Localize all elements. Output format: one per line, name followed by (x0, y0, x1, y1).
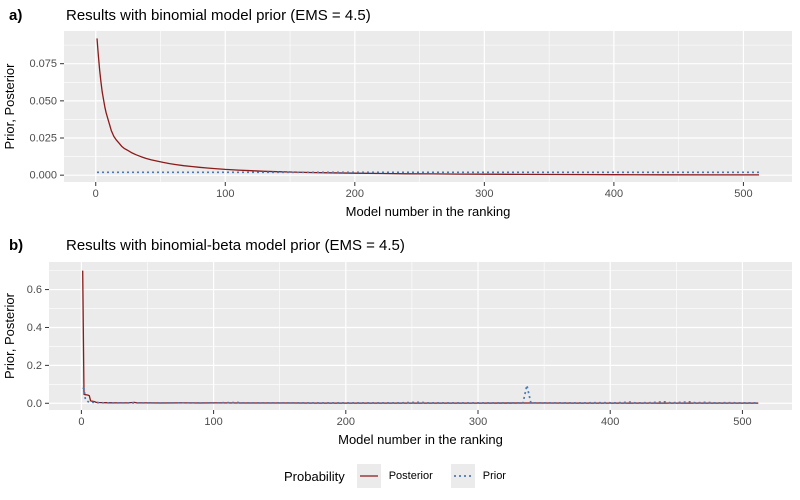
legend-title: Probability (284, 468, 345, 484)
y-tick-label: 0.000 (29, 170, 57, 182)
legend-key-posterior (356, 464, 381, 488)
y-axis-title: Prior, Posterior (2, 63, 17, 150)
legend: Probability Posterior Prior (0, 456, 800, 496)
panel-b-title-text: Results with binomial-beta model prior (… (66, 237, 405, 254)
x-tick-label: 100 (204, 416, 222, 428)
legend-item-label-prior: Prior (482, 470, 506, 482)
x-axis-title: Model number in the ranking (338, 432, 503, 447)
y-tick-label: 0.075 (29, 58, 57, 70)
y-tick-label: 0.0 (27, 398, 42, 410)
legend-item-label-posterior: Posterior (388, 470, 433, 482)
x-axis-title: Model number in the ranking (346, 204, 511, 219)
x-tick-label: 300 (469, 416, 487, 428)
legend-keys: Posterior Prior (356, 464, 516, 488)
panel-b-plot: 0 100 200 300 400 500 0.0 0.2 0.4 0.6 Model number… (2, 262, 792, 447)
x-tick-label: 100 (216, 188, 234, 200)
x-tick-label: 500 (734, 188, 752, 200)
x-tick-label: 300 (475, 188, 493, 200)
legend-key-prior (450, 464, 475, 488)
panel-a-title-text: Results with binomial model prior (EMS =… (66, 7, 371, 24)
y-tick-label: 0.2 (27, 360, 42, 372)
x-tick-label: 400 (601, 416, 619, 428)
panel-a-tag: a) (9, 7, 23, 24)
plot-background (49, 262, 792, 410)
panel-a-title: a) Results with binomial model prior (EMS… (9, 7, 371, 24)
panel-b-tag: b) (9, 237, 24, 254)
x-tick-label: 0 (78, 416, 84, 428)
y-tick-label: 0.6 (27, 284, 42, 296)
panel-a-plot: 0 100 200 300 400 500 0.000 0.025 0.050 0.075 Mode… (2, 31, 792, 219)
legend-key-glyph-posterior (359, 475, 378, 477)
x-tick-label: 0 (93, 188, 99, 200)
y-tick-label: 0.050 (29, 95, 57, 107)
y-tick-label: 0.4 (27, 322, 42, 334)
plot-background (64, 31, 792, 182)
x-tick-label: 200 (337, 416, 355, 428)
x-tick-label: 400 (605, 188, 623, 200)
series-line-posterior (96, 38, 759, 176)
panel-b-title: b) Results with binomial-beta model prior… (9, 237, 405, 254)
y-tick-label: 0.025 (29, 133, 57, 145)
legend-key-glyph-prior (453, 475, 472, 477)
y-axis-title: Prior, Posterior (2, 292, 17, 379)
x-tick-label: 500 (733, 416, 751, 428)
x-tick-label: 200 (346, 188, 364, 200)
